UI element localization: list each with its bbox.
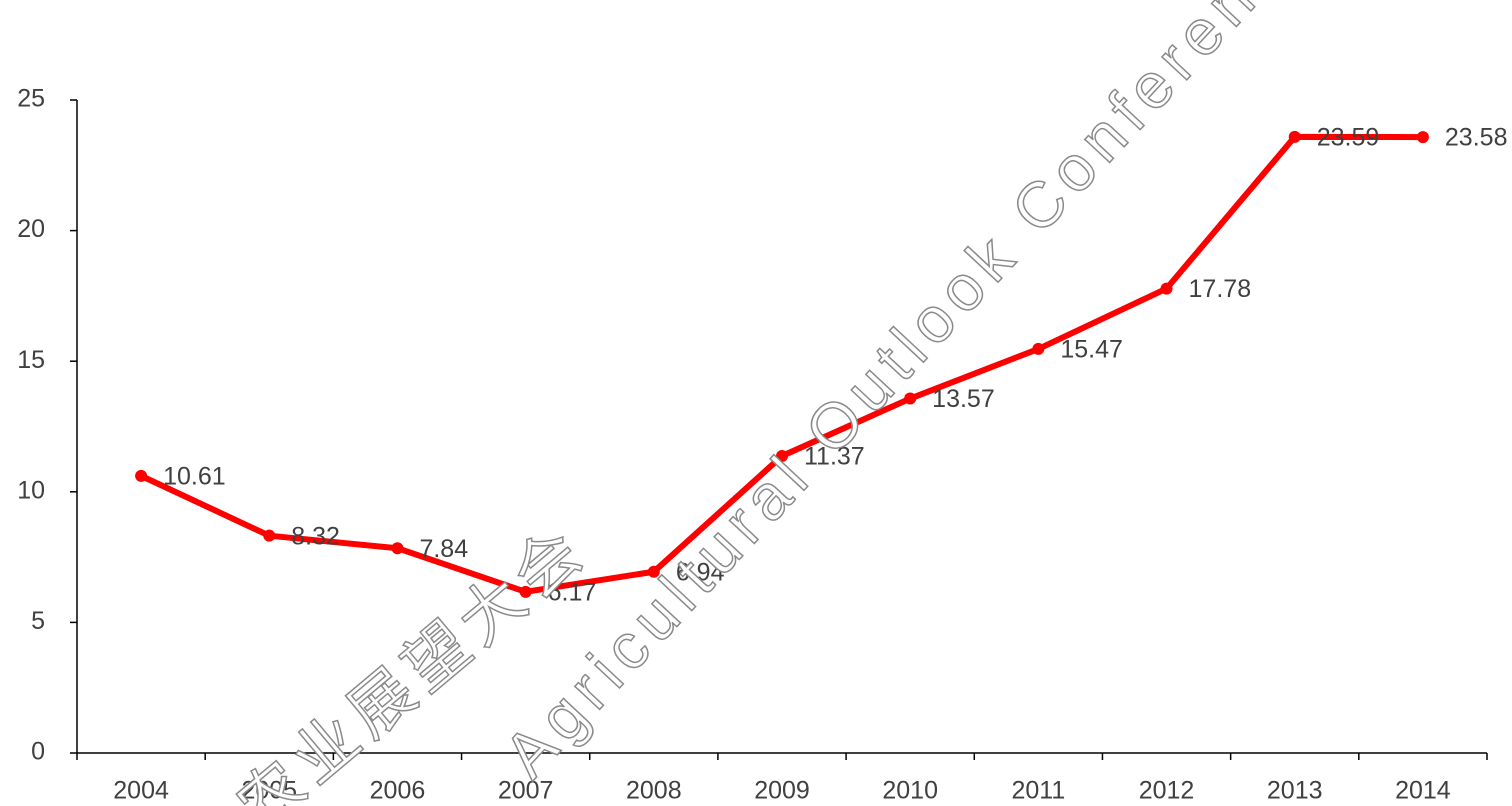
data-label: 8.32 [291, 522, 340, 550]
point [135, 469, 148, 482]
data-label: 15.47 [1060, 336, 1123, 364]
y-tick-label: 25 [17, 85, 45, 113]
x-tick-label: 2010 [882, 777, 938, 805]
data-label: 6.17 [548, 578, 597, 606]
watermark: Agricultural Outlook Conference [490, 0, 1330, 791]
x-tick-label: 2007 [498, 777, 554, 805]
x-tick-label: 2014 [1395, 777, 1451, 805]
x-tick-label: 2008 [626, 777, 682, 805]
x-tick-label: 2011 [1011, 777, 1065, 805]
y-tick-label: 0 [31, 738, 45, 766]
data-label: 17.78 [1189, 275, 1252, 303]
point [1288, 130, 1301, 143]
data-label: 10.61 [163, 462, 226, 490]
point [1032, 342, 1045, 355]
x-tick-label: 2013 [1267, 777, 1323, 805]
point [519, 585, 532, 598]
data-label: 23.58 [1445, 124, 1508, 152]
point [1416, 131, 1429, 144]
y-tick-label: 15 [17, 346, 45, 374]
x-tick-label: 2012 [1139, 777, 1195, 805]
x-tick-label: 2005 [241, 777, 297, 805]
x-tick-label: 2009 [754, 777, 810, 805]
point [904, 392, 917, 405]
y-tick-label: 10 [17, 476, 45, 504]
x-tick-label: 2006 [370, 777, 426, 805]
data-label: 6.94 [676, 558, 725, 586]
point [263, 529, 276, 542]
data-label: 11.37 [804, 443, 865, 471]
y-tick-label: 20 [17, 215, 45, 243]
y-tick-label: 5 [31, 607, 45, 635]
x-tick-label: 2004 [113, 777, 169, 805]
data-label: 23.59 [1317, 123, 1380, 151]
point [391, 542, 404, 555]
data-label: 7.84 [419, 535, 468, 563]
point [647, 565, 660, 578]
data-label: 13.57 [932, 385, 995, 413]
point [776, 450, 788, 463]
point [1160, 282, 1173, 295]
